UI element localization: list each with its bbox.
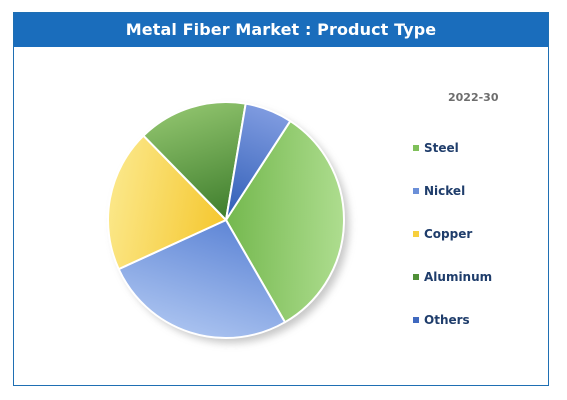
legend-item-aluminum: Aluminum [413, 269, 492, 285]
legend-item-nickel: Nickel [413, 183, 465, 199]
legend-item-steel: Steel [413, 140, 459, 156]
pie-slice-steel [225, 120, 345, 324]
legend-item-others: Others [413, 312, 470, 328]
pie-slice-nickel [117, 219, 286, 339]
legend-label-steel: Steel [424, 141, 459, 155]
legend-swatch-nickel [413, 188, 419, 194]
period-label: 2022-30 [448, 91, 499, 104]
legend-swatch-steel [413, 145, 419, 151]
legend-swatch-others [413, 317, 419, 323]
legend-item-copper: Copper [413, 226, 472, 242]
legend-label-others: Others [424, 313, 470, 327]
chart-title: Metal Fiber Market : Product Type [14, 13, 548, 47]
pie-slice-copper [107, 134, 227, 271]
legend-label-nickel: Nickel [424, 184, 466, 198]
legend-label-aluminum: Aluminum [424, 270, 493, 284]
legend-swatch-copper [413, 231, 419, 237]
legend-swatch-aluminum [413, 274, 419, 280]
pie-slice-aluminum [142, 101, 247, 221]
pie-slice-others [225, 102, 292, 221]
legend-label-copper: Copper [424, 227, 473, 241]
